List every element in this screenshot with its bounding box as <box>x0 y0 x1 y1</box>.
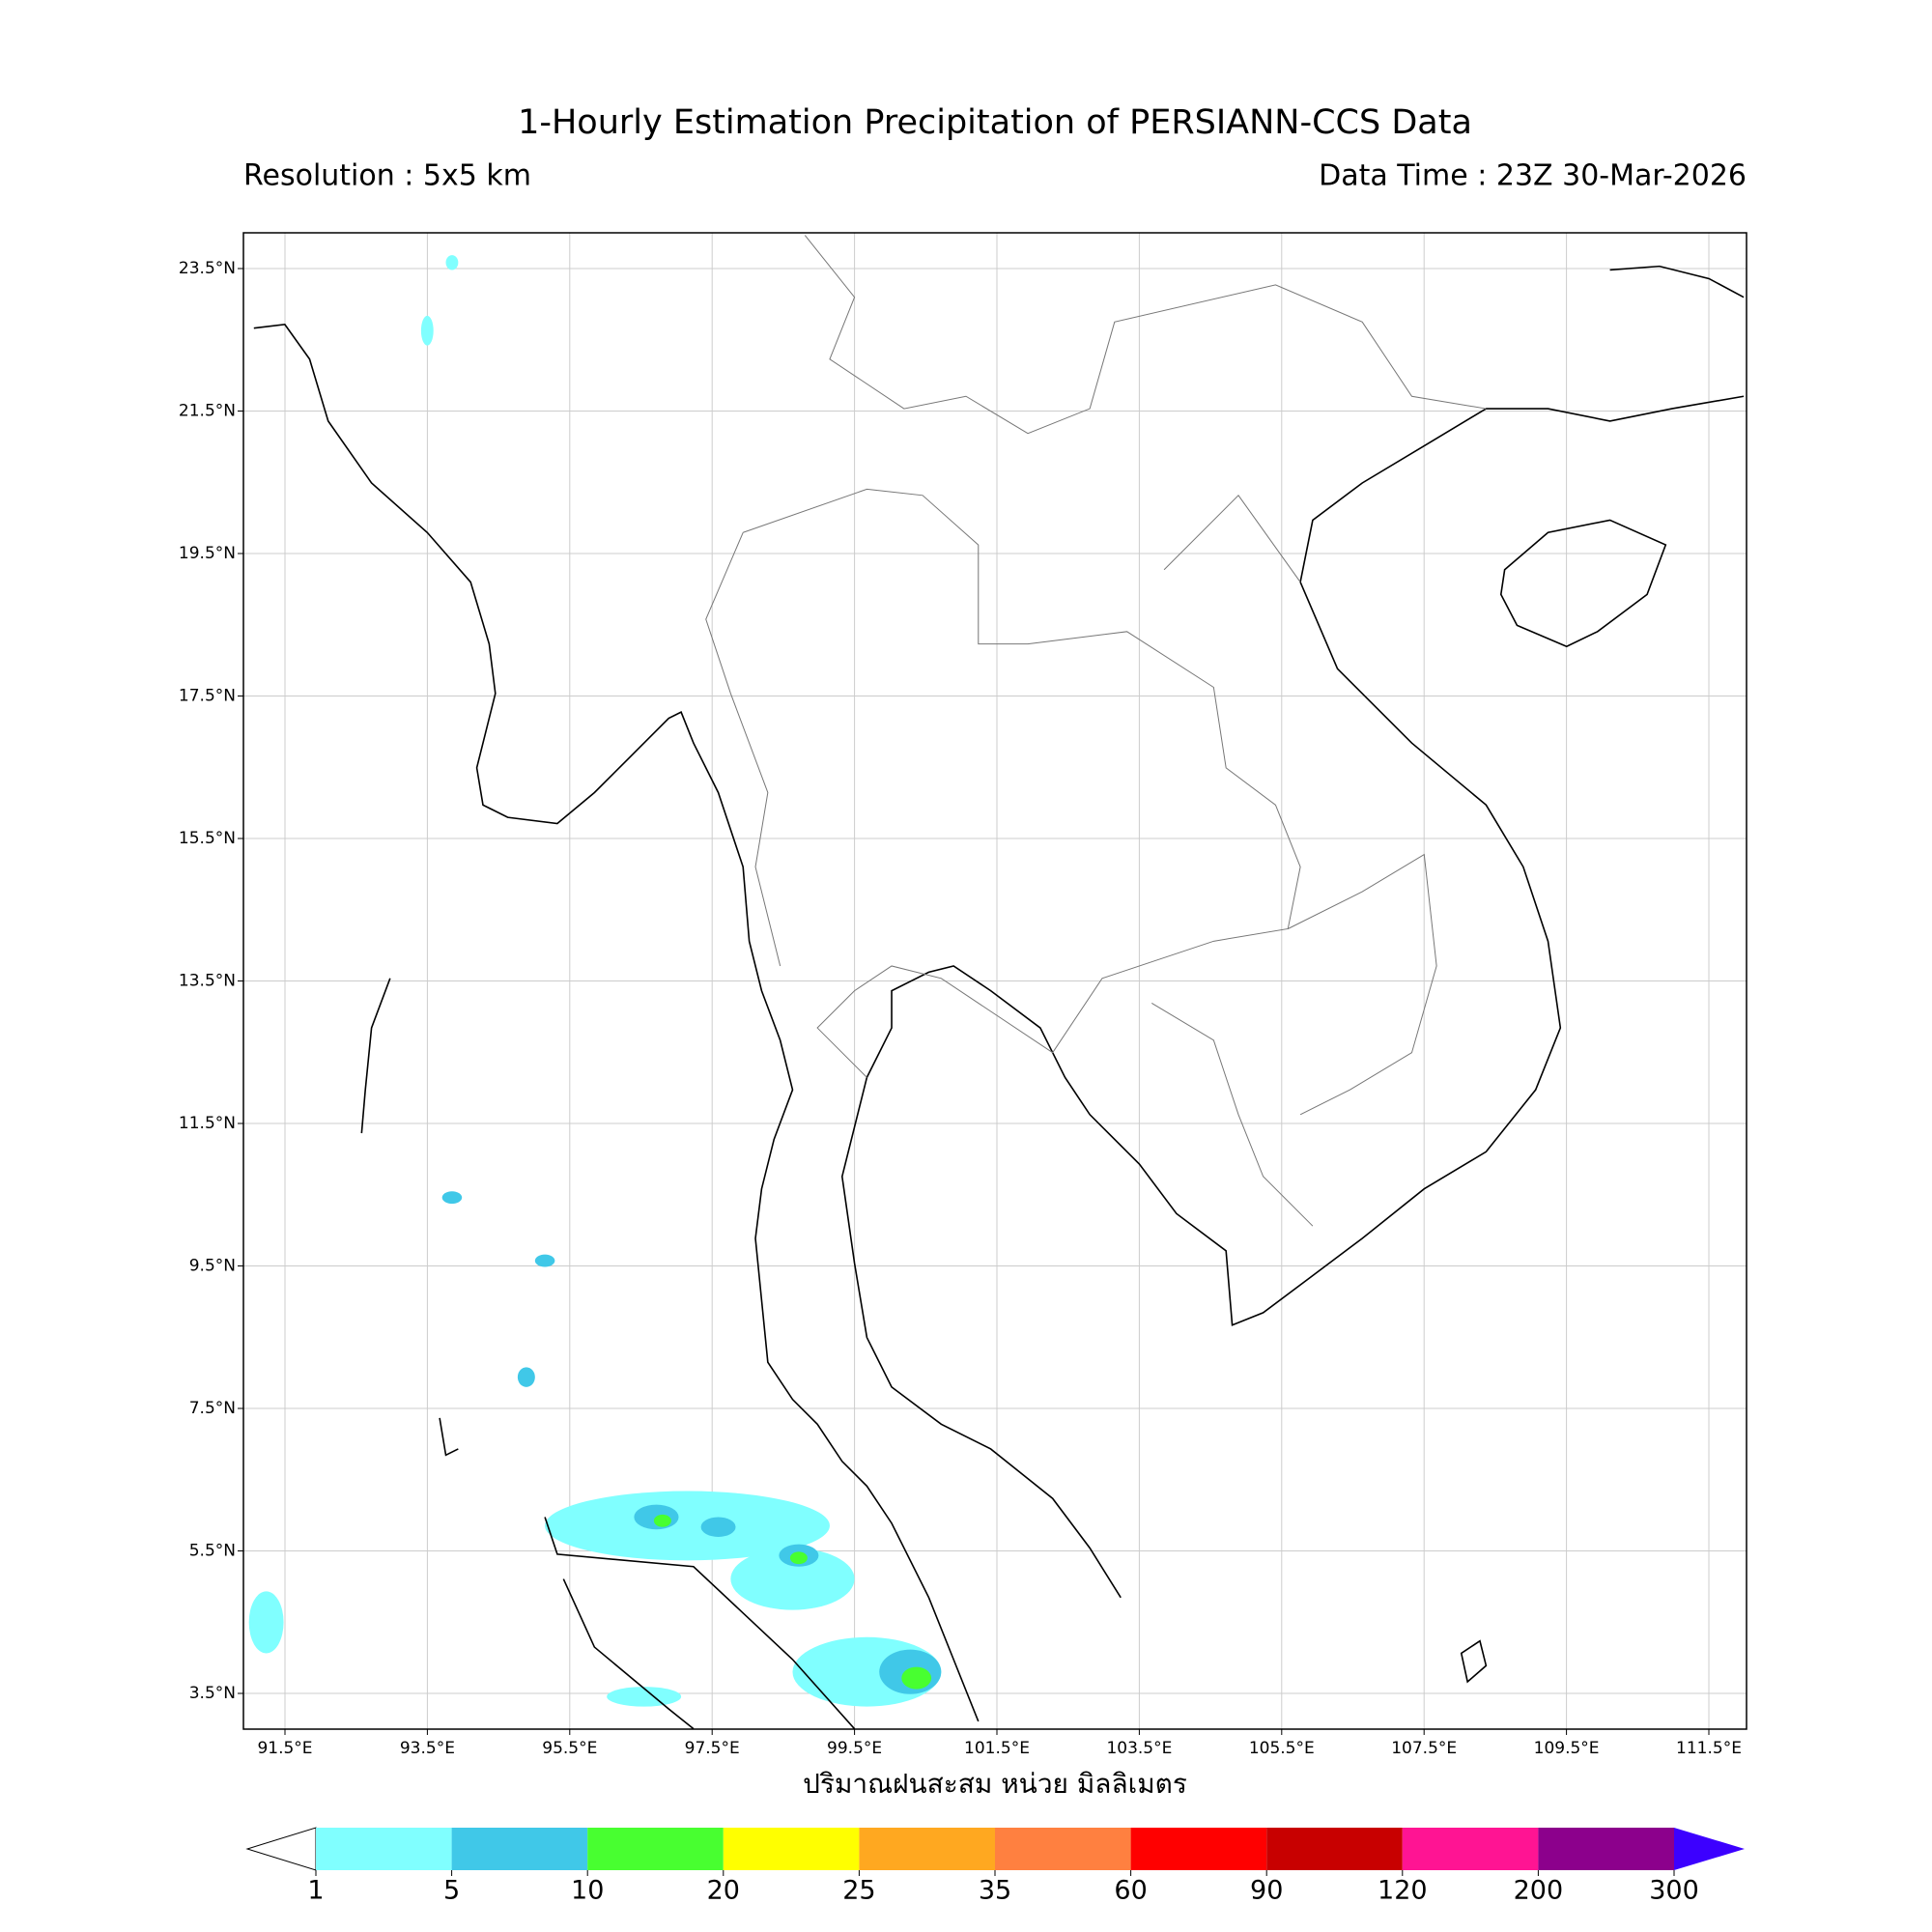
colorbar-label: 1 <box>307 1876 324 1906</box>
colorbar-box <box>587 1828 724 1870</box>
colorbar-label: 200 <box>1514 1876 1564 1906</box>
lon-tick-label: 99.5°E <box>827 1739 882 1758</box>
over-arrow <box>1674 1828 1745 1870</box>
lon-tick-label: 107.5°E <box>1391 1739 1457 1758</box>
colorbar-label: 10 <box>571 1876 604 1906</box>
colorbar-label: 60 <box>1114 1876 1147 1906</box>
title: 1-Hourly Estimation Precipitation of PER… <box>518 103 1472 142</box>
colorbar: 1 5 10 20 25 35 60 90 120 200 300 <box>245 1827 1745 1906</box>
colorbar-box <box>995 1828 1131 1870</box>
lat-tick-label: 15.5°N <box>179 829 236 848</box>
colorbar-label: 300 <box>1649 1876 1699 1906</box>
lon-tick-label: 111.5°E <box>1676 1739 1742 1758</box>
data-time: Data Time : 23Z 30-Mar-2026 <box>1319 159 1747 193</box>
lat-tick-label: 3.5°N <box>189 1684 236 1703</box>
lat-tick-label: 9.5°N <box>189 1257 236 1276</box>
colorbar-label: 35 <box>979 1876 1011 1906</box>
colorbar-box <box>316 1828 452 1870</box>
colorbar-box <box>723 1828 860 1870</box>
lat-tick-label: 19.5°N <box>179 544 236 563</box>
lat-tick-label: 17.5°N <box>179 687 236 706</box>
lat-tick-label: 5.5°N <box>189 1542 236 1561</box>
lat-tick-label: 13.5°N <box>179 972 236 991</box>
colorbar-box <box>859 1828 995 1870</box>
colorbar-box <box>1266 1828 1403 1870</box>
colorbar-label: 5 <box>443 1876 460 1906</box>
colorbar-box <box>1130 1828 1267 1870</box>
lon-tick-label: 91.5°E <box>257 1739 312 1758</box>
colorbar-label: 20 <box>707 1876 740 1906</box>
resolution: Resolution : 5x5 km <box>243 159 531 193</box>
colorbar-label: 90 <box>1250 1876 1283 1906</box>
basemap <box>248 236 1744 1729</box>
lon-tick-label: 101.5°E <box>964 1739 1030 1758</box>
lat-tick-label: 11.5°N <box>179 1114 236 1133</box>
grid <box>238 233 1747 1735</box>
lon-tick-label: 93.5°E <box>400 1739 455 1758</box>
lon-tick-label: 109.5°E <box>1534 1739 1600 1758</box>
precip <box>248 255 942 1707</box>
lon-tick-label: 97.5°E <box>685 1739 740 1758</box>
lat-tick-label: 23.5°N <box>179 259 236 278</box>
colorbar-box <box>1538 1828 1674 1870</box>
colorbar-label: 120 <box>1378 1876 1428 1906</box>
map-frame <box>242 232 1747 1730</box>
lat-tick-label: 21.5°N <box>179 402 236 421</box>
lon-tick-label: 95.5°E <box>542 1739 597 1758</box>
colorbar-label: 25 <box>842 1876 875 1906</box>
colorbar-box <box>451 1828 588 1870</box>
lon-tick-label: 103.5°E <box>1106 1739 1172 1758</box>
colorbar-box <box>1402 1828 1539 1870</box>
lat-tick-label: 7.5°N <box>189 1399 236 1418</box>
x-axis-label: ปริมาณฝนสะสม หน่วย มิลลิเมตร <box>803 1768 1187 1800</box>
under-arrow <box>245 1827 317 1871</box>
lon-tick-label: 105.5°E <box>1249 1739 1315 1758</box>
